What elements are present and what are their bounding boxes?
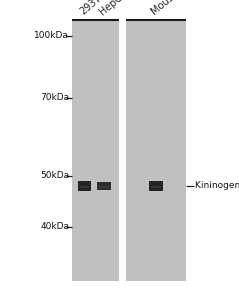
Text: 293T: 293T (78, 0, 103, 16)
Text: Mouse kidney: Mouse kidney (150, 0, 208, 16)
Text: 100kDa: 100kDa (34, 32, 69, 40)
Bar (72, 20, 119, 281)
Bar (150, 181, 163, 191)
Text: 40kDa: 40kDa (40, 222, 69, 231)
Bar (78, 181, 91, 191)
Bar (99, 186, 109, 188)
Bar (98, 182, 110, 190)
Bar (80, 185, 89, 188)
Bar (126, 20, 186, 281)
Text: 70kDa: 70kDa (40, 93, 69, 102)
Text: 50kDa: 50kDa (40, 171, 69, 180)
Bar (152, 185, 161, 188)
Text: HepG2: HepG2 (98, 0, 130, 16)
Text: Kininogen 1 (KNG1): Kininogen 1 (KNG1) (195, 182, 239, 190)
